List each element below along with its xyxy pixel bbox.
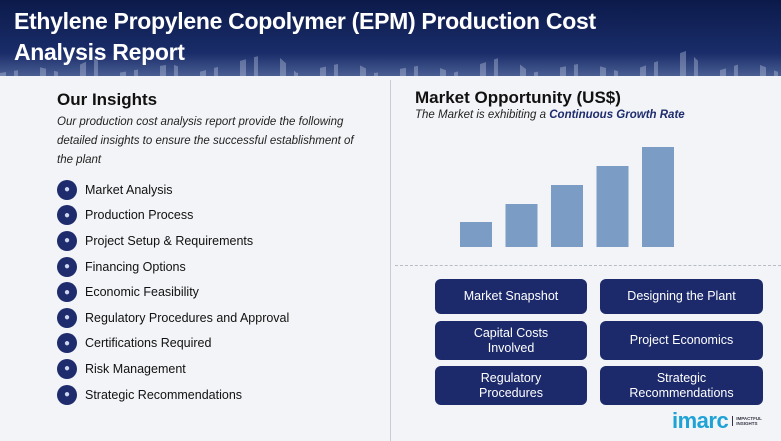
strategic-recommendations-button[interactable]: Strategic Recommendations	[600, 366, 763, 405]
market-bar-chart	[460, 147, 674, 247]
insight-label: Market Analysis	[85, 182, 173, 197]
insight-item: ● Certifications Required	[57, 331, 289, 357]
imarc-logo: imarc IMPACTFUL INSIGHTS	[672, 408, 762, 434]
project-economics-button[interactable]: Project Economics	[600, 321, 763, 360]
economic-feasibility-icon: ●	[57, 282, 77, 303]
bar-5	[642, 147, 674, 247]
insights-list: ● Market Analysis ● Production Process ● Proj…	[57, 177, 289, 407]
certification-icon: ●	[57, 333, 77, 354]
logo-wordmark: imarc	[672, 408, 729, 433]
regulatory-icon: ●	[57, 307, 77, 328]
page-title: Ethylene Propylene Copolymer (EPM) Produ…	[14, 8, 596, 65]
bar-2	[505, 204, 538, 247]
strategy-icon: ●	[57, 384, 77, 405]
insight-item: ● Regulatory Procedures and Approval	[57, 305, 289, 331]
financing-icon: ●	[57, 256, 77, 277]
insight-item: ● Financing Options	[57, 254, 289, 280]
insight-label: Risk Management	[85, 361, 186, 376]
insight-item: ● Production Process	[57, 203, 289, 229]
production-process-icon: ●	[57, 205, 77, 226]
project-setup-icon: ●	[57, 230, 77, 251]
insight-item: ● Risk Management	[57, 356, 289, 382]
market-subtitle: The Market is exhibiting a Continuous Gr…	[415, 109, 685, 121]
insights-title: Our Insights	[57, 90, 158, 109]
bar-4	[596, 166, 629, 247]
bar-1	[460, 222, 492, 247]
market-snapshot-button[interactable]: Market Snapshot	[435, 279, 587, 314]
capital-costs-button[interactable]: Capital Costs Involved	[435, 321, 587, 360]
regulatory-procedures-button[interactable]: Regulatory Procedures	[435, 366, 587, 405]
header-banner: Ethylene Propylene Copolymer (EPM) Produ…	[0, 0, 781, 76]
insight-label: Certifications Required	[85, 336, 212, 351]
subtitle-prefix: The Market is exhibiting a	[415, 109, 550, 121]
insight-item: ● Market Analysis	[57, 177, 289, 203]
insight-label: Production Process	[85, 208, 194, 223]
subtitle-highlight: Continuous Growth Rate	[549, 109, 685, 121]
logo-tagline: IMPACTFUL INSIGHTS	[732, 416, 762, 426]
insight-item: ● Project Setup & Requirements	[57, 228, 289, 254]
market-analysis-icon: ●	[57, 179, 77, 200]
horizontal-divider	[395, 265, 781, 266]
insight-label: Economic Feasibility	[85, 285, 199, 300]
insight-label: Regulatory Procedures and Approval	[85, 310, 290, 325]
insight-item: ● Strategic Recommendations	[57, 382, 289, 408]
insight-item: ● Economic Feasibility	[57, 279, 289, 305]
risk-management-icon: ●	[57, 358, 77, 379]
market-title: Market Opportunity (US$)	[415, 88, 621, 107]
designing-plant-button[interactable]: Designing the Plant	[600, 279, 763, 314]
insight-label: Project Setup & Requirements	[85, 233, 254, 248]
vertical-divider	[390, 80, 391, 441]
insight-label: Financing Options	[85, 259, 186, 274]
insights-description: Our production cost analysis report prov…	[57, 116, 354, 166]
insight-label: Strategic Recommendations	[85, 387, 243, 402]
bar-3	[551, 185, 583, 247]
